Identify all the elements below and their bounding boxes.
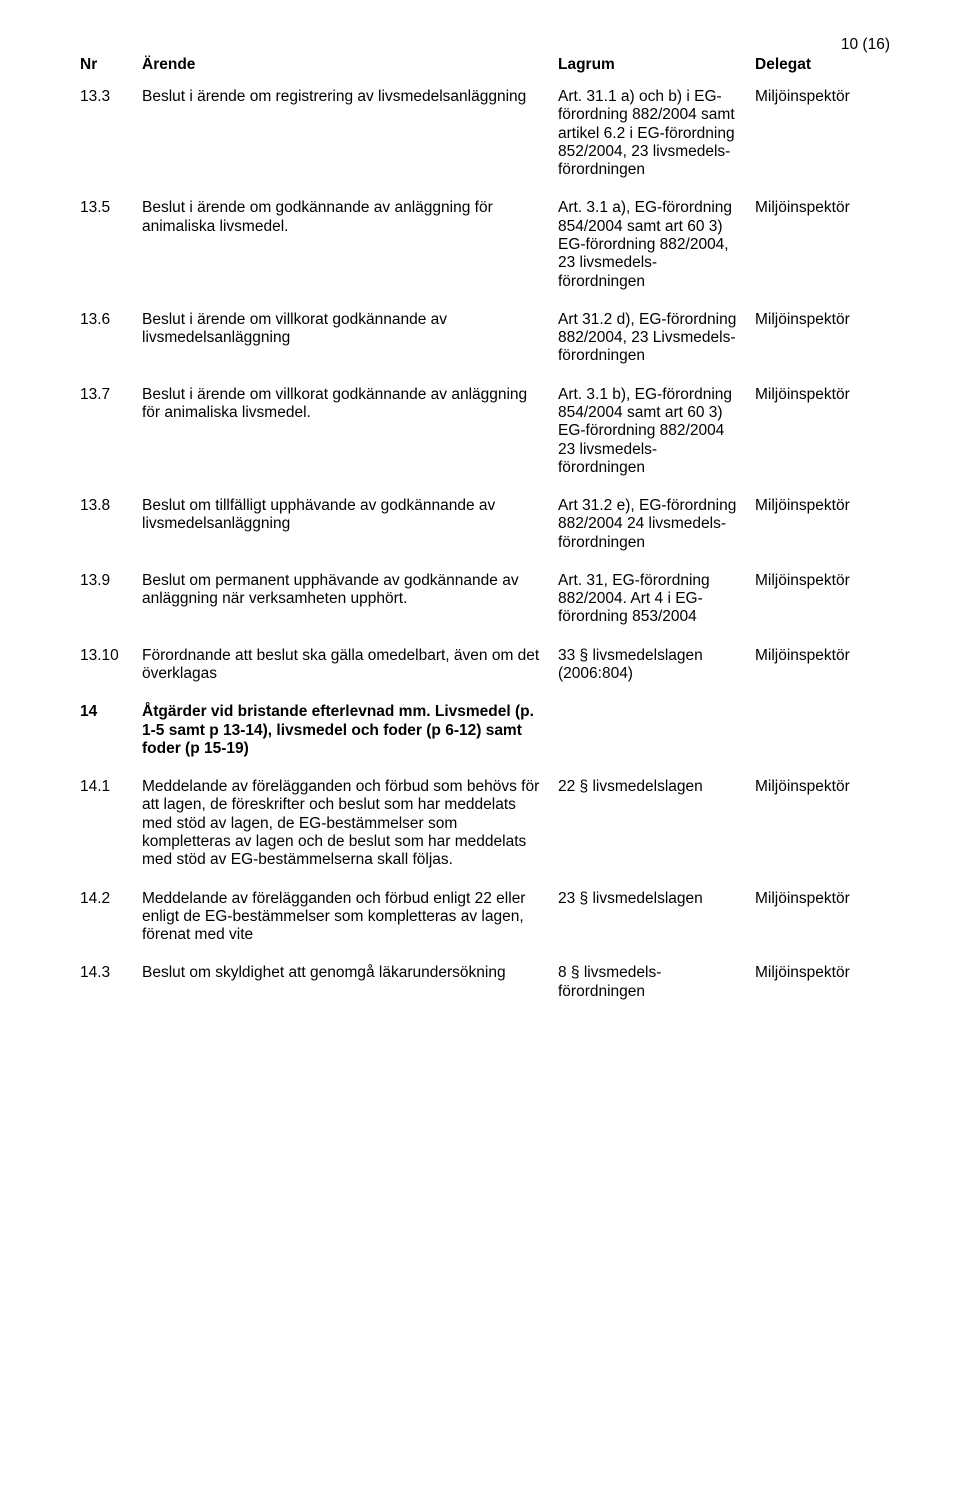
cell-desc: Beslut i ärende om villkorat godkännande… bbox=[142, 311, 558, 366]
header-delegat: Delegat bbox=[755, 56, 890, 74]
cell-nr: 13.8 bbox=[80, 497, 142, 552]
cell-nr: 13.10 bbox=[80, 647, 142, 684]
cell-law: Art 31.2 d), EG-förordning 882/2004, 23 … bbox=[558, 311, 755, 366]
table-row: 14.3 Beslut om skyldighet att genomgå lä… bbox=[80, 964, 890, 1001]
cell-nr: 13.6 bbox=[80, 311, 142, 366]
section-del-empty bbox=[755, 703, 890, 758]
cell-del: Miljöinspektör bbox=[755, 386, 890, 477]
cell-del: Miljöinspektör bbox=[755, 311, 890, 366]
table-row: 13.6 Beslut i ärende om villkorat godkän… bbox=[80, 311, 890, 366]
cell-nr: 14.1 bbox=[80, 778, 142, 869]
cell-del: Miljöinspektör bbox=[755, 647, 890, 684]
cell-law: Art. 31.1 a) och b) i EG-förordning 882/… bbox=[558, 88, 755, 179]
section-title: Åtgärder vid bristande efterlevnad mm. L… bbox=[142, 703, 558, 758]
cell-law: 8 § livsmedels-förordningen bbox=[558, 964, 755, 1001]
cell-del: Miljöinspektör bbox=[755, 572, 890, 627]
table-row: 13.8 Beslut om tillfälligt upphävande av… bbox=[80, 497, 890, 552]
cell-desc: Beslut om permanent upphävande av godkän… bbox=[142, 572, 558, 627]
cell-desc: Beslut i ärende om villkorat godkännande… bbox=[142, 386, 558, 477]
cell-law: 22 § livsmedelslagen bbox=[558, 778, 755, 869]
cell-law: Art. 3.1 b), EG-förordning 854/2004 samt… bbox=[558, 386, 755, 477]
cell-del: Miljöinspektör bbox=[755, 88, 890, 179]
cell-desc: Beslut om skyldighet att genomgå läkarun… bbox=[142, 964, 558, 1001]
cell-nr: 13.7 bbox=[80, 386, 142, 477]
table-row: 13.3 Beslut i ärende om registrering av … bbox=[80, 88, 890, 179]
header-lagrum: Lagrum bbox=[558, 56, 755, 74]
table-row: 13.7 Beslut i ärende om villkorat godkän… bbox=[80, 386, 890, 477]
cell-desc: Beslut om tillfälligt upphävande av godk… bbox=[142, 497, 558, 552]
cell-law: Art 31.2 e), EG-förordning 882/2004 24 l… bbox=[558, 497, 755, 552]
section-nr: 14 bbox=[80, 703, 142, 758]
cell-desc: Förordnande att beslut ska gälla omedelb… bbox=[142, 647, 558, 684]
cell-del: Miljöinspektör bbox=[755, 778, 890, 869]
table-row: 13.10 Förordnande att beslut ska gälla o… bbox=[80, 647, 890, 684]
cell-desc: Meddelande av förelägganden och förbud e… bbox=[142, 890, 558, 945]
table-header: Nr Ärende Lagrum Delegat bbox=[80, 56, 890, 74]
table-row: 14.1 Meddelande av förelägganden och för… bbox=[80, 778, 890, 869]
cell-desc: Meddelande av förelägganden och förbud s… bbox=[142, 778, 558, 869]
cell-del: Miljöinspektör bbox=[755, 964, 890, 1001]
cell-nr: 13.5 bbox=[80, 199, 142, 290]
cell-law: Art. 3.1 a), EG-förordning 854/2004 samt… bbox=[558, 199, 755, 290]
table-row: 14.2 Meddelande av förelägganden och för… bbox=[80, 890, 890, 945]
table-row: 13.5 Beslut i ärende om godkännande av a… bbox=[80, 199, 890, 290]
cell-del: Miljöinspektör bbox=[755, 890, 890, 945]
section-law-empty bbox=[558, 703, 755, 758]
cell-law: Art. 31, EG-förordning 882/2004. Art 4 i… bbox=[558, 572, 755, 627]
header-arende: Ärende bbox=[142, 56, 558, 74]
cell-del: Miljöinspektör bbox=[755, 199, 890, 290]
table-row: 13.9 Beslut om permanent upphävande av g… bbox=[80, 572, 890, 627]
header-nr: Nr bbox=[80, 56, 142, 74]
cell-law: 23 § livsmedelslagen bbox=[558, 890, 755, 945]
cell-del: Miljöinspektör bbox=[755, 497, 890, 552]
cell-law: 33 § livsmedelslagen (2006:804) bbox=[558, 647, 755, 684]
cell-desc: Beslut i ärende om registrering av livsm… bbox=[142, 88, 558, 179]
cell-desc: Beslut i ärende om godkännande av anlägg… bbox=[142, 199, 558, 290]
cell-nr: 13.9 bbox=[80, 572, 142, 627]
cell-nr: 14.2 bbox=[80, 890, 142, 945]
cell-nr: 13.3 bbox=[80, 88, 142, 179]
page-number: 10 (16) bbox=[80, 36, 890, 54]
section-heading: 14 Åtgärder vid bristande efterlevnad mm… bbox=[80, 703, 890, 758]
cell-nr: 14.3 bbox=[80, 964, 142, 1001]
